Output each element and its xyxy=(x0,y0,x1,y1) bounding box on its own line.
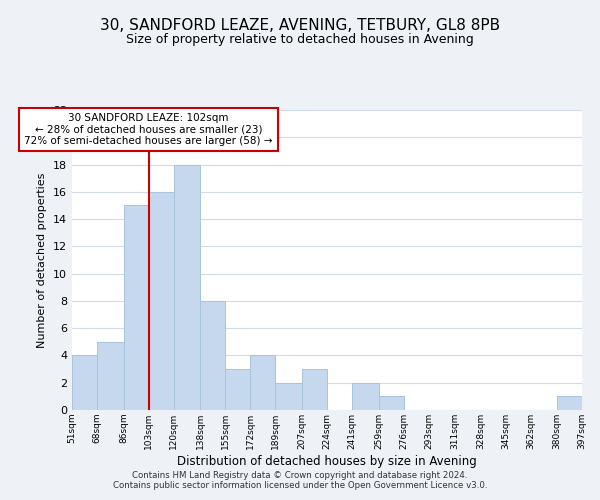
X-axis label: Distribution of detached houses by size in Avening: Distribution of detached houses by size … xyxy=(177,454,477,468)
Bar xyxy=(557,396,582,410)
Bar xyxy=(379,396,404,410)
Text: Size of property relative to detached houses in Avening: Size of property relative to detached ho… xyxy=(126,32,474,46)
Bar xyxy=(302,369,327,410)
Bar xyxy=(174,164,200,410)
Y-axis label: Number of detached properties: Number of detached properties xyxy=(37,172,47,348)
Bar xyxy=(225,369,250,410)
Text: Contains HM Land Registry data © Crown copyright and database right 2024.
Contai: Contains HM Land Registry data © Crown c… xyxy=(113,470,487,490)
Bar xyxy=(149,192,174,410)
Bar xyxy=(200,301,225,410)
Bar xyxy=(72,356,97,410)
Bar xyxy=(124,206,149,410)
Text: 30, SANDFORD LEAZE, AVENING, TETBURY, GL8 8PB: 30, SANDFORD LEAZE, AVENING, TETBURY, GL… xyxy=(100,18,500,32)
Bar xyxy=(275,382,302,410)
Text: 30 SANDFORD LEAZE: 102sqm
← 28% of detached houses are smaller (23)
72% of semi-: 30 SANDFORD LEAZE: 102sqm ← 28% of detac… xyxy=(25,112,273,146)
Bar xyxy=(250,356,275,410)
Bar xyxy=(352,382,379,410)
Bar xyxy=(97,342,124,410)
